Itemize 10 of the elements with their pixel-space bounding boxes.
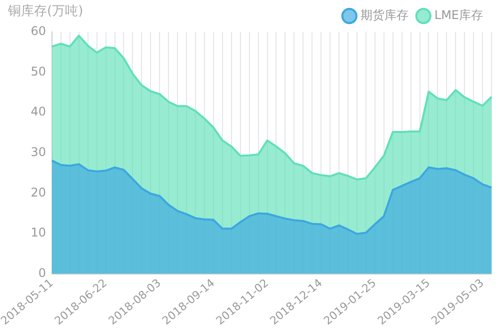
y-tick-label: 10 (30, 226, 46, 240)
y-tick-label: 0 (38, 266, 46, 280)
y-tick-label: 50 (30, 64, 46, 78)
y-tick-label: 30 (30, 145, 46, 160)
y-tick-label: 20 (30, 185, 46, 200)
y-tick-label: 40 (30, 104, 46, 119)
y-axis-title: 铜库存(万吨) (8, 3, 84, 20)
legend-label: 期货库存 (360, 8, 408, 22)
y-tick-label: 60 (30, 24, 46, 38)
legend-label: LME库存 (434, 8, 484, 22)
